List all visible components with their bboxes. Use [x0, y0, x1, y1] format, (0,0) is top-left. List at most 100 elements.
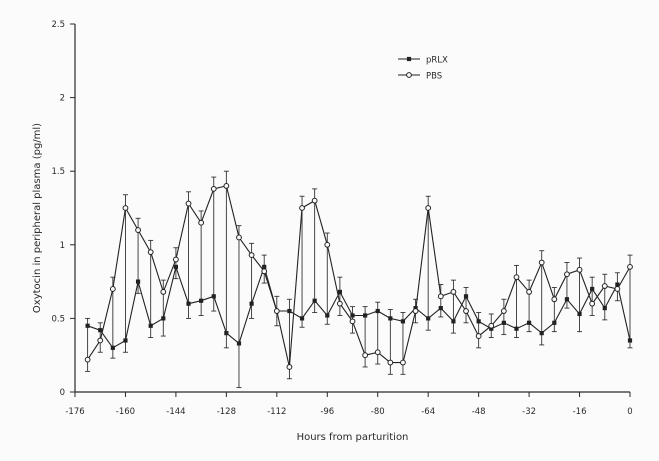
data-point-prlx	[110, 345, 115, 350]
data-point-pbs	[135, 227, 141, 233]
data-point-pbs	[475, 333, 482, 339]
data-point-pbs	[261, 268, 268, 275]
data-point-prlx	[236, 341, 242, 346]
data-point-prlx	[224, 331, 229, 336]
data-point-prlx	[85, 323, 90, 328]
x-tick-label: -112	[267, 407, 286, 417]
x-tick-label: -96	[320, 407, 334, 417]
data-point-pbs	[336, 300, 343, 307]
data-point-pbs	[463, 308, 469, 314]
data-point-prlx	[451, 319, 456, 324]
data-point-pbs	[109, 286, 116, 292]
data-point-prlx	[627, 338, 633, 343]
data-point-pbs	[513, 274, 520, 281]
data-point-prlx	[363, 313, 368, 318]
series-line-prlx	[87, 264, 631, 349]
data-point-prlx	[135, 279, 141, 284]
data-point-prlx	[552, 320, 557, 325]
x-tick-label: -80	[371, 407, 385, 417]
data-point-pbs	[273, 308, 280, 314]
data-point-prlx	[539, 331, 544, 336]
data-point-prlx	[476, 319, 481, 324]
data-point-prlx	[514, 326, 519, 331]
data-point-prlx	[526, 320, 532, 325]
data-point-pbs	[236, 234, 242, 241]
y-axis-label: Oxytocin in peripheral plasma (pg/ml)	[32, 123, 43, 313]
data-point-pbs	[488, 322, 495, 329]
data-point-pbs	[576, 266, 583, 273]
data-point-pbs	[122, 205, 129, 211]
data-point-pbs	[185, 200, 192, 207]
data-point-pbs	[97, 337, 104, 344]
x-tick-label: 0	[627, 407, 632, 417]
data-point-pbs	[437, 293, 444, 300]
legend-marker	[406, 56, 412, 62]
legend-label: pRLX	[426, 56, 448, 66]
data-point-prlx	[186, 301, 191, 306]
y-tick-label: 1	[60, 241, 65, 251]
data-point-prlx	[590, 286, 595, 292]
data-point-prlx	[211, 294, 216, 299]
data-point-prlx	[388, 316, 393, 321]
x-tick-label: -160	[116, 407, 135, 417]
data-point-prlx	[564, 297, 570, 302]
x-tick-label: -32	[522, 407, 536, 417]
x-tick-label: -48	[472, 407, 486, 417]
data-point-prlx	[287, 308, 292, 314]
data-point-prlx	[299, 316, 305, 321]
data-point-prlx	[173, 264, 179, 269]
data-point-prlx	[438, 305, 443, 311]
data-point-pbs	[601, 283, 608, 289]
data-point-prlx	[199, 298, 204, 303]
data-point-pbs	[400, 359, 406, 366]
data-point-prlx	[375, 308, 380, 314]
data-point-pbs	[210, 185, 217, 192]
y-tick-label: 0.5	[51, 314, 65, 324]
x-tick-label: -144	[166, 407, 185, 417]
data-point-prlx	[615, 282, 620, 287]
series-line-pbs	[87, 185, 631, 368]
y-tick-label: 1.5	[51, 167, 65, 177]
y-tick-label: 2.5	[51, 20, 65, 30]
y-tick-label: 0	[60, 388, 65, 398]
legend-marker	[406, 72, 412, 78]
data-point-pbs	[223, 183, 230, 189]
data-point-pbs	[198, 219, 205, 226]
x-tick-label: -64	[421, 407, 435, 417]
data-point-pbs	[387, 359, 394, 366]
data-point-pbs	[160, 289, 167, 295]
data-point-pbs	[551, 296, 558, 303]
data-point-prlx	[98, 328, 103, 333]
y-tick-label: 2	[60, 94, 65, 104]
x-tick-label: -16	[573, 407, 587, 417]
data-point-prlx	[577, 311, 582, 317]
data-point-pbs	[84, 356, 91, 363]
data-point-prlx	[426, 316, 431, 321]
data-point-pbs	[147, 249, 154, 256]
data-point-prlx	[400, 319, 406, 324]
x-tick-label: -176	[65, 407, 84, 417]
data-point-prlx	[337, 289, 342, 295]
data-point-prlx	[312, 298, 317, 303]
data-point-pbs	[286, 364, 293, 370]
data-point-prlx	[602, 305, 607, 311]
data-point-pbs	[425, 205, 432, 211]
data-point-pbs	[538, 259, 545, 266]
data-point-prlx	[325, 313, 330, 318]
data-point-pbs	[324, 241, 331, 248]
data-point-prlx	[148, 323, 153, 328]
data-point-pbs	[349, 318, 356, 325]
data-point-prlx	[501, 320, 506, 325]
legend-label: PBS	[426, 72, 442, 82]
x-axis-label: Hours from parturition	[297, 432, 409, 443]
data-point-pbs	[412, 308, 419, 314]
data-point-pbs	[564, 271, 570, 278]
data-point-prlx	[123, 338, 128, 343]
data-point-pbs	[500, 308, 507, 314]
data-point-prlx	[262, 264, 267, 269]
data-point-prlx	[350, 313, 355, 318]
data-point-prlx	[249, 301, 254, 306]
data-point-prlx	[161, 316, 166, 321]
